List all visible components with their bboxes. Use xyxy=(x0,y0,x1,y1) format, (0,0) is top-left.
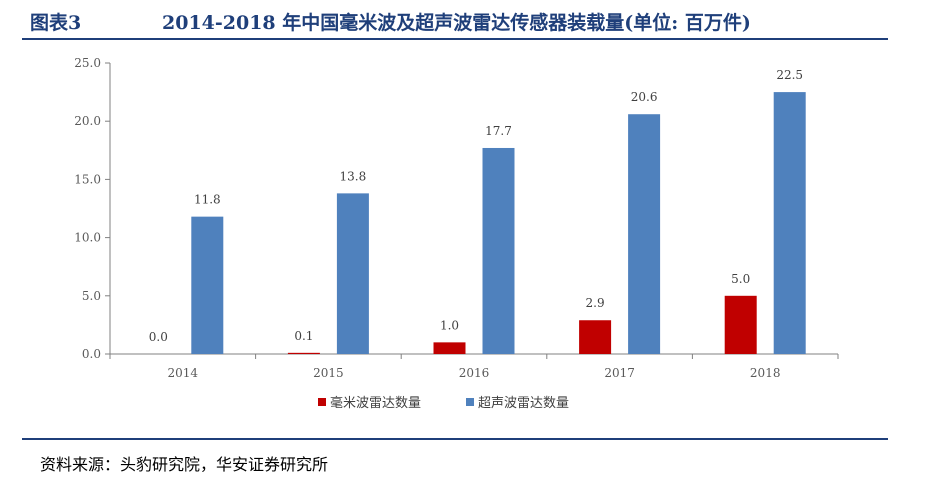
x-tick-label: 2017 xyxy=(604,366,635,380)
data-label: 5.0 xyxy=(731,272,750,286)
top-rule xyxy=(22,38,888,40)
bar-millimeter-wave xyxy=(579,320,612,354)
figure-header: 图表3 2014-2018 年中国毫米波及超声波雷达传感器装载量(单位: 百万件… xyxy=(22,6,902,36)
legend-swatch xyxy=(466,398,474,406)
data-label: 2.9 xyxy=(586,296,605,310)
bar-ultrasonic xyxy=(336,193,369,354)
bar-millimeter-wave xyxy=(433,342,466,354)
y-tick-label: 0.0 xyxy=(82,347,101,361)
data-label: 11.8 xyxy=(194,193,221,207)
x-tick-label: 2018 xyxy=(750,366,781,380)
bottom-rule xyxy=(22,438,888,440)
bar-millimeter-wave xyxy=(287,352,320,354)
legend-label: 毫米波雷达数量 xyxy=(330,395,421,411)
data-label: 20.6 xyxy=(631,90,658,104)
data-label: 0.1 xyxy=(294,329,313,343)
y-tick-label: 20.0 xyxy=(74,114,101,128)
data-label: 0.0 xyxy=(149,330,168,344)
bar-ultrasonic xyxy=(773,92,806,354)
legend-label: 超声波雷达数量 xyxy=(478,396,569,411)
legend-swatch xyxy=(318,398,326,406)
y-tick-label: 15.0 xyxy=(74,172,101,186)
bar-ultrasonic xyxy=(482,147,515,354)
bar-millimeter-wave xyxy=(724,295,757,354)
data-label: 17.7 xyxy=(485,124,512,138)
x-tick-label: 2015 xyxy=(313,366,344,380)
source-note: 资料来源：头豹研究院，华安证券研究所 xyxy=(40,455,329,474)
y-tick-label: 10.0 xyxy=(74,231,101,245)
data-label: 1.0 xyxy=(440,318,459,332)
x-tick-label: 2014 xyxy=(168,366,199,380)
figure-label: 图表3 xyxy=(30,12,82,34)
y-tick-label: 25.0 xyxy=(74,56,101,70)
bar-chart: 0.0 5.0 10.0 15.0 20.0 25.0 2014 0.0 11.8 2015 0.1… xyxy=(74,56,839,411)
chart-title: 2014-2018 年中国毫米波及超声波雷达传感器装载量(单位: 百万件) xyxy=(162,12,751,34)
bar-ultrasonic xyxy=(628,114,661,354)
y-tick-label: 5.0 xyxy=(82,289,101,303)
x-tick-label: 2016 xyxy=(459,366,490,380)
data-label: 22.5 xyxy=(776,68,803,82)
bar-ultrasonic xyxy=(191,216,224,354)
data-label: 13.8 xyxy=(340,169,367,183)
